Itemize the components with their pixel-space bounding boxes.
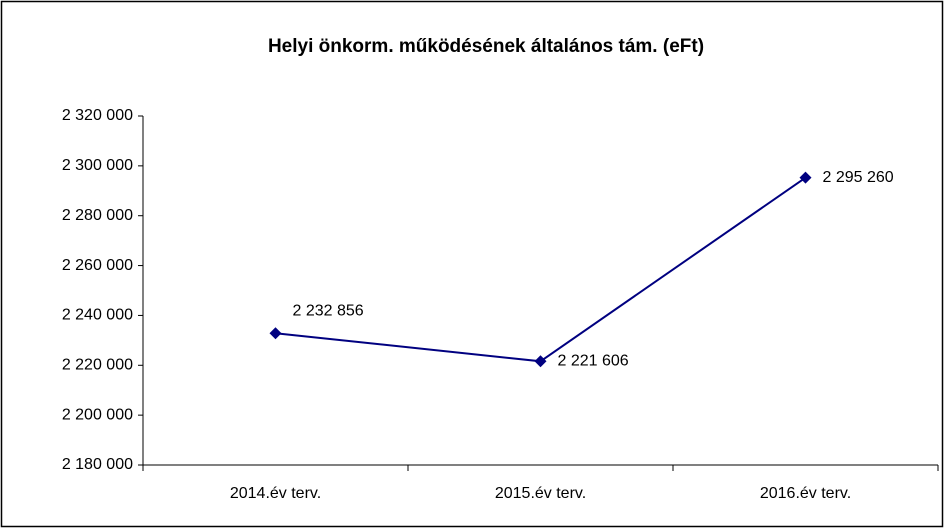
marker — [799, 171, 812, 184]
marker — [269, 327, 282, 340]
y-tick-label: 2 220 000 — [62, 357, 133, 374]
y-tick-label: 2 320 000 — [62, 107, 133, 124]
x-tick-label: 2016.év terv. — [760, 485, 851, 502]
data-label: 2 232 856 — [293, 302, 364, 319]
y-tick-label: 2 240 000 — [62, 307, 133, 324]
data-label: 2 221 606 — [558, 353, 629, 370]
data-label: 2 295 260 — [823, 169, 894, 186]
x-tick-label: 2015.év terv. — [495, 485, 586, 502]
y-tick-label: 2 200 000 — [62, 406, 133, 423]
marker — [534, 355, 547, 368]
y-tick-label: 2 300 000 — [62, 157, 133, 174]
y-tick-label: 2 260 000 — [62, 257, 133, 274]
chart-title: Helyi önkorm. működésének általános tám.… — [268, 36, 704, 57]
y-tick-label: 2 280 000 — [62, 207, 133, 224]
x-tick-label: 2014.év terv. — [230, 485, 321, 502]
y-tick-label: 2 180 000 — [62, 456, 133, 473]
